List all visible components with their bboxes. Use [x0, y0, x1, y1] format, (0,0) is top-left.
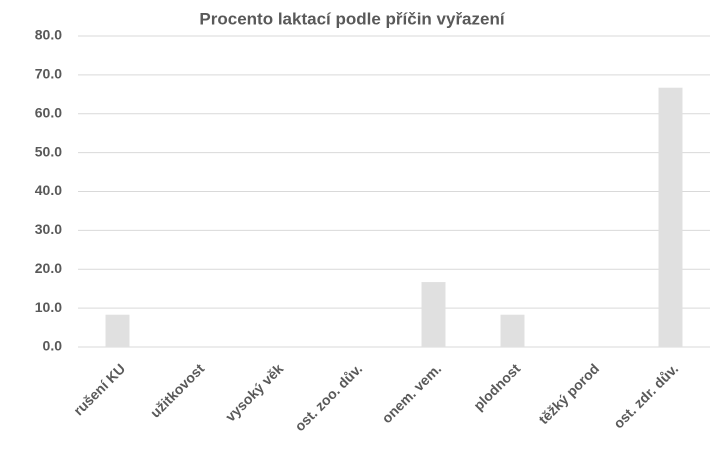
x-tick-label: plodnost	[470, 360, 523, 413]
bar	[421, 282, 446, 347]
bar	[500, 314, 525, 347]
x-tick-label: těžký porod	[535, 360, 602, 427]
x-tick-label: užitkovost	[147, 360, 208, 421]
bar	[105, 314, 130, 347]
x-tick-label: ost. zoo. dův.	[291, 360, 365, 434]
chart-title: Procento laktací podle příčin vyřazení	[199, 9, 505, 28]
y-tick-label: 10.0	[35, 299, 62, 315]
bar	[658, 87, 683, 348]
y-tick-label: 50.0	[35, 143, 62, 159]
y-tick-label: 0.0	[43, 338, 63, 354]
y-tick-label: 70.0	[35, 66, 62, 82]
x-tick-label: rušení KU	[70, 360, 128, 418]
y-tick-label: 80.0	[35, 27, 62, 43]
y-tick-label: 20.0	[35, 260, 62, 276]
x-tick-label: onem. vem.	[378, 360, 444, 426]
y-tick-label: 60.0	[35, 104, 62, 120]
x-tick-label: vysoký věk	[222, 360, 286, 424]
y-tick-label: 40.0	[35, 182, 62, 198]
y-tick-label: 30.0	[35, 221, 62, 237]
x-tick-label: ost. zdr. dův.	[610, 360, 681, 431]
